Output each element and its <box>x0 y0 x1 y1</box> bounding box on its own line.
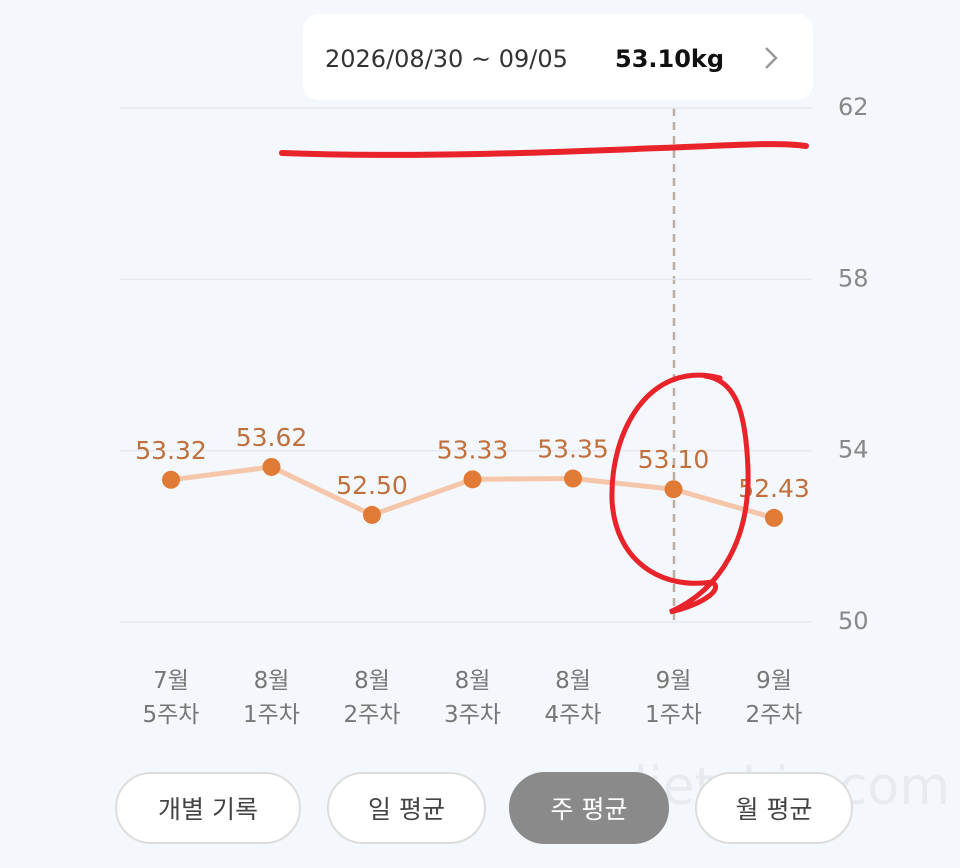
point <box>664 480 683 499</box>
value-label: 53.62 <box>236 423 308 452</box>
chevron[interactable] <box>765 47 778 69</box>
annotation-line <box>279 141 809 158</box>
x-tick-label: 9월 2주차 <box>745 668 803 728</box>
annotation-circle <box>609 372 751 615</box>
value-label: 53.35 <box>537 435 609 464</box>
value-label: 53.33 <box>437 435 509 464</box>
value-label: 53.32 <box>135 436 207 465</box>
y-tick-label: 62 <box>838 93 869 121</box>
tooltip-box <box>303 14 813 100</box>
filter-button[interactable]: 주 평균 <box>509 772 669 844</box>
x-tick-label: 8월 1주차 <box>243 668 300 728</box>
x-tick-label: 7월 5주차 <box>142 668 200 728</box>
x-tick-label: 9월 1주차 <box>645 668 702 728</box>
y-tick-label: 50 <box>838 607 869 635</box>
value-label: 52.50 <box>336 471 408 500</box>
point <box>564 469 582 488</box>
filter-button[interactable]: 월 평균 <box>695 772 853 844</box>
x-tick-label: 8월 4주차 <box>544 668 602 728</box>
point <box>463 470 482 489</box>
point <box>363 505 381 524</box>
x-tick-label: 8월 3주차 <box>444 668 501 728</box>
tooltip-range: 2026/08/30 ~ 09/05 <box>325 45 568 73</box>
point <box>262 457 281 476</box>
point <box>162 470 180 489</box>
tooltip-value: 53.10kg <box>615 45 724 73</box>
value-label: 53.10 <box>638 445 710 474</box>
filter-button[interactable]: 일 평균 <box>327 772 486 844</box>
point <box>765 508 783 527</box>
y-tick-label: 54 <box>838 436 869 464</box>
y-tick-label: 58 <box>838 264 869 292</box>
filter-button[interactable]: 개별 기록 <box>115 772 301 844</box>
x-tick-label: 8월 2주차 <box>343 668 401 728</box>
